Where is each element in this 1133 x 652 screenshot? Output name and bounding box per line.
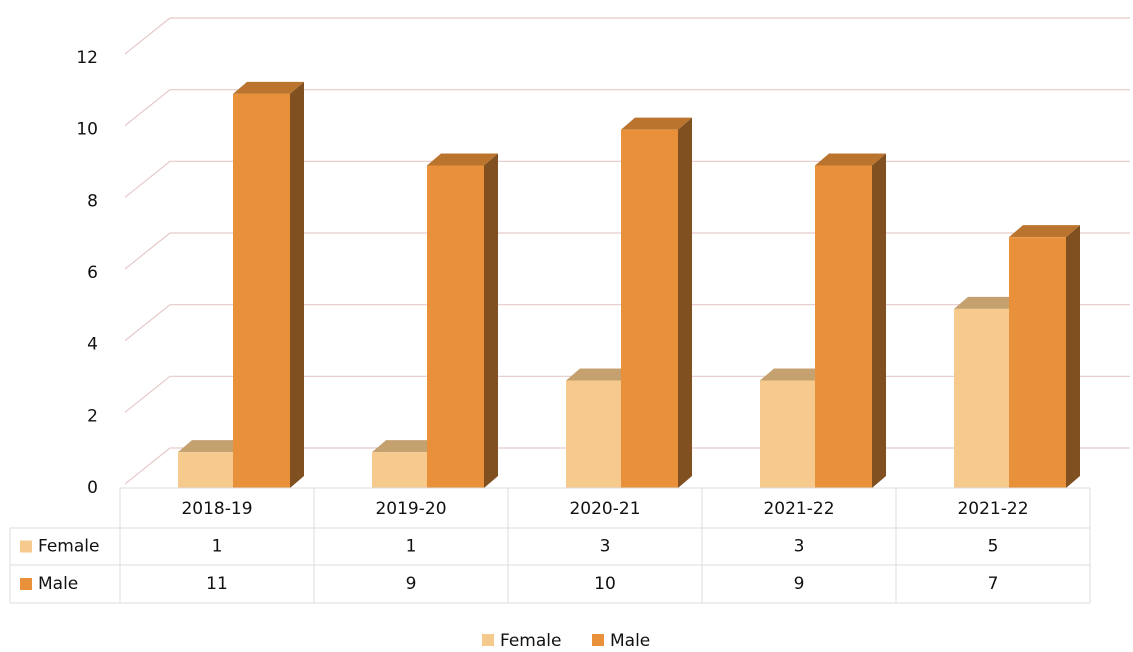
bar-front (621, 129, 678, 488)
legend-key (482, 634, 494, 646)
table-cell: 1 (406, 537, 417, 557)
bar (233, 81, 304, 488)
bar (427, 153, 498, 488)
table-cell: 3 (600, 537, 611, 557)
table-cell: 5 (988, 537, 999, 557)
bar (621, 117, 692, 489)
bar-front (427, 165, 484, 488)
y-tick-label: 12 (76, 48, 98, 68)
bar-top (1009, 225, 1080, 238)
y-tick-label: 4 (87, 335, 98, 355)
bar (815, 153, 886, 488)
x-tick-label: 2021-22 (763, 499, 834, 519)
bar-top (954, 296, 1023, 309)
bar-side (678, 117, 692, 489)
bar-side (484, 153, 498, 488)
table-legend-key (20, 540, 32, 553)
x-tick-label: 2021-22 (957, 499, 1028, 519)
bar-front (233, 93, 290, 488)
bar-side (1066, 225, 1080, 488)
bar-top (760, 368, 829, 381)
bar-front (954, 308, 1009, 488)
bar (1009, 225, 1080, 488)
bar-top (621, 117, 692, 130)
bar-side (290, 81, 304, 488)
table-cell: 11 (206, 574, 228, 594)
table-cell: 1 (212, 537, 223, 557)
y-tick-label: 6 (87, 263, 98, 283)
table-cell: 3 (794, 537, 805, 557)
bar-front (566, 380, 621, 488)
bar-front (178, 452, 233, 488)
y-tick-label: 0 (87, 478, 98, 498)
x-tick-label: 2019-20 (375, 499, 446, 519)
y-tick-label: 10 (76, 120, 98, 140)
bar-top (566, 368, 635, 381)
bar-top (427, 153, 498, 166)
x-tick-label: 2018-19 (181, 499, 252, 519)
table-cell: 9 (794, 574, 805, 594)
bar-front (760, 380, 815, 488)
grid-line-side (124, 304, 171, 342)
legend-key (592, 634, 604, 646)
legend-label: Male (610, 631, 650, 651)
x-tick-label: 2020-21 (569, 499, 640, 519)
grid-line-side (124, 375, 171, 413)
bar-top (815, 153, 886, 166)
bar-top (233, 81, 304, 94)
table-cell: 7 (988, 574, 999, 594)
bar-front (1009, 237, 1066, 488)
bar-top (178, 440, 247, 453)
table-legend-key (20, 578, 32, 590)
y-tick-label: 2 (87, 406, 98, 426)
grid-line-side (124, 160, 171, 198)
grid-line-side (124, 17, 171, 55)
bar-front (372, 452, 427, 488)
table-cell: 9 (406, 574, 417, 594)
bar-top (372, 440, 441, 453)
grid-line-side (124, 232, 171, 270)
grid-line-side (124, 89, 171, 127)
table-cell: 10 (594, 574, 616, 594)
table-row-header: Female (38, 537, 99, 557)
bar-side (872, 153, 886, 488)
table-row-header: Male (38, 574, 78, 594)
y-tick-label: 8 (87, 191, 98, 211)
grid-line-side (124, 447, 171, 485)
legend-label: Female (500, 631, 561, 651)
bar-front (815, 165, 872, 488)
